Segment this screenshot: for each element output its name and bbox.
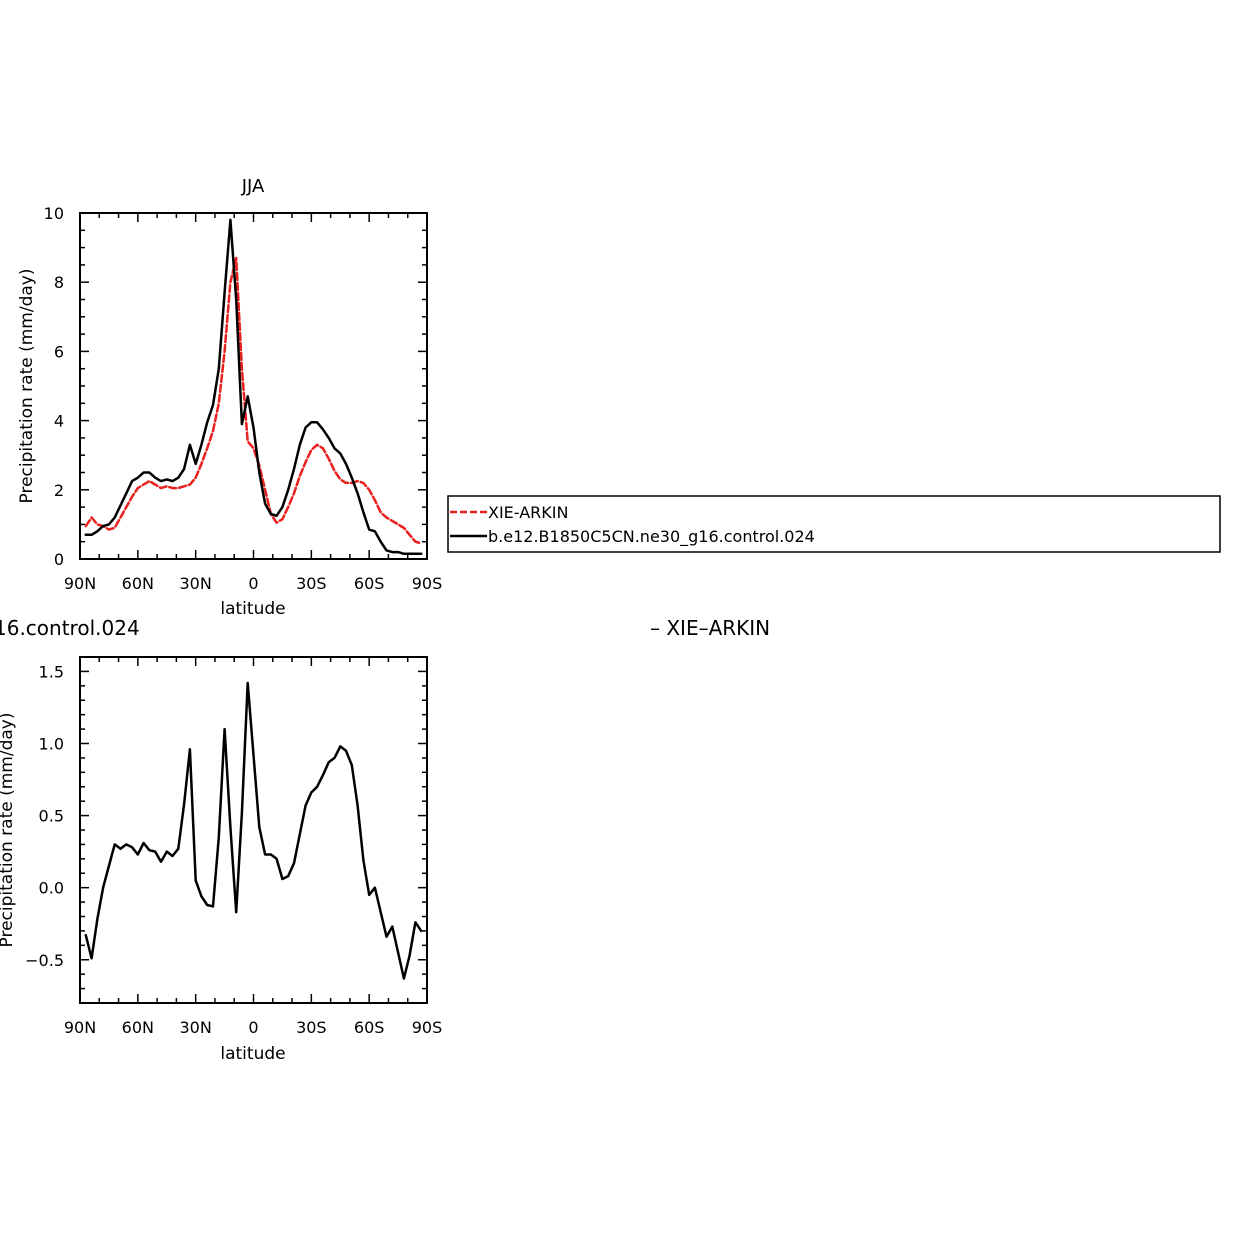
bottom-plot-frame <box>79 656 428 1004</box>
y-tick-label: 0 <box>54 550 64 569</box>
x-tick-label: 0 <box>248 574 258 593</box>
legend-box <box>447 495 1221 553</box>
y-tick-label: −0.5 <box>25 951 64 970</box>
bottom-plot-area <box>84 681 423 980</box>
x-tick-label: 90S <box>412 574 443 593</box>
x-tick-label: 90N <box>64 1018 96 1037</box>
bottom-series-line-0 <box>84 681 423 980</box>
bottom-y-axis: −0.5 0.0 0.5 1.0 1.5 <box>25 656 427 1004</box>
y-tick-label: 2 <box>54 481 64 500</box>
top-y-axis-label: Precipitation rate (mm/day) <box>17 269 37 504</box>
y-tick-label: 6 <box>54 342 64 361</box>
x-tick-label: 30S <box>296 574 327 593</box>
bottom-x-axis-label: latitude <box>220 1044 285 1064</box>
x-tick-label: 0 <box>248 1018 258 1037</box>
top-chart-title: JJA <box>241 176 265 197</box>
y-tick-label: 1.5 <box>39 662 64 681</box>
x-tick-label: 90S <box>412 1018 443 1037</box>
x-tick-label: 60N <box>122 1018 154 1037</box>
top-plot-area <box>84 218 423 556</box>
top-panel: JJA latitude Precipitation rate (mm/day)… <box>17 176 442 619</box>
x-tick-label: 30N <box>180 574 212 593</box>
y-tick-label: 10 <box>44 204 64 223</box>
x-tick-label: 60S <box>354 574 385 593</box>
legend: XIE-ARKIN b.e12.B1850C5CN.ne30_g16.contr… <box>447 495 1221 553</box>
legend-label-xie-arkin: XIE-ARKIN <box>488 503 568 522</box>
legend-label-model: b.e12.B1850C5CN.ne30_g16.control.024 <box>488 527 815 547</box>
top-x-axis-label: latitude <box>220 599 285 619</box>
top-series-line-1 <box>84 218 423 556</box>
bottom-x-axis: 90N 60N 30N 0 30S 60S 90S <box>64 657 442 1037</box>
bottom-chart-title: 16.control.024 <box>0 616 140 640</box>
bottom-chart-right-title: – XIE–ARKIN <box>650 616 770 640</box>
x-tick-label: 60S <box>354 1018 385 1037</box>
y-tick-label: 0.0 <box>39 879 64 898</box>
y-tick-label: 1.0 <box>39 735 64 754</box>
top-series-line-0 <box>84 256 423 545</box>
y-tick-label: 4 <box>54 412 64 431</box>
top-y-axis: 0 2 4 6 8 10 <box>44 204 427 569</box>
bottom-panel: 16.control.024 – XIE–ARKIN Precipitation… <box>0 616 770 1064</box>
x-tick-label: 30S <box>296 1018 327 1037</box>
y-tick-label: 0.5 <box>39 807 64 826</box>
top-plot-frame <box>79 212 428 560</box>
bottom-y-axis-label: Precipitation rate (mm/day) <box>0 713 17 948</box>
top-x-axis: 90N 60N 30N 0 30S 60S 90S <box>64 213 442 593</box>
x-tick-label: 30N <box>180 1018 212 1037</box>
y-tick-label: 8 <box>54 273 64 292</box>
x-tick-label: 60N <box>122 574 154 593</box>
x-tick-label: 90N <box>64 574 96 593</box>
